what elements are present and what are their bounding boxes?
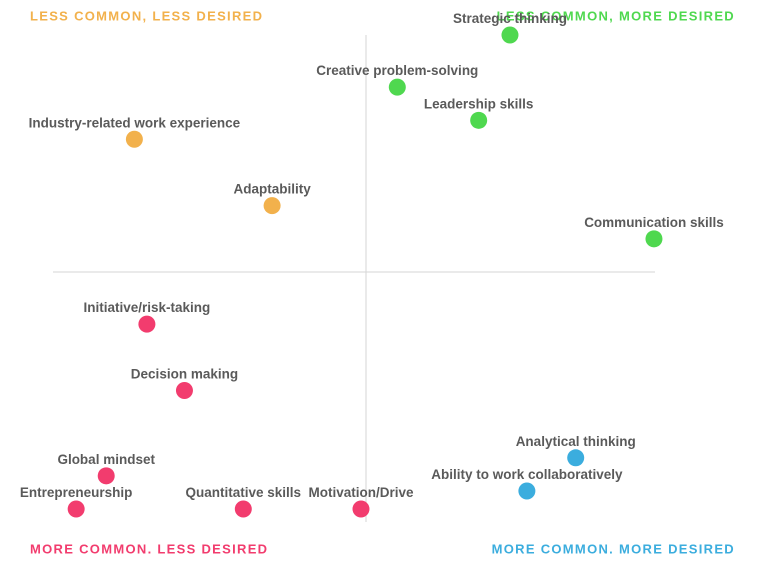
quadrant-label: MORE COMMON. MORE DESIRED [492,541,735,556]
point-label: Ability to work collaboratively [431,467,623,482]
quadrant-label: LESS COMMON, MORE DESIRED [497,8,735,23]
point-label: Entrepreneurship [20,485,133,500]
point [175,382,193,399]
quadrant-label: LESS COMMON, LESS DESIRED [30,8,263,23]
point [67,500,85,518]
point-label: Strategic thinking [453,11,567,26]
point [234,500,252,518]
point [97,467,115,485]
point-label: Leadership skills [424,96,534,111]
point-label: Global mindset [57,452,155,467]
point-label: Decision making [131,367,238,382]
point [388,78,406,96]
point [125,130,143,148]
point [138,315,156,333]
point-label: Industry-related work experience [29,115,241,130]
point-label: Initiative/risk-taking [84,300,211,315]
point [352,500,370,518]
point-label: Communication skills [584,215,724,230]
point [501,26,519,44]
point [263,197,281,215]
point-label: Adaptability [233,182,311,197]
point-label: Creative problem-solving [316,63,478,78]
point [567,449,585,467]
point [645,230,663,248]
point [470,111,488,129]
point-label: Quantitative skills [186,485,302,500]
point-label: Motivation/Drive [308,485,414,500]
quadrant-label: MORE COMMON. LESS DESIRED [30,541,268,556]
point-label: Analytical thinking [516,434,636,449]
point [518,482,536,500]
